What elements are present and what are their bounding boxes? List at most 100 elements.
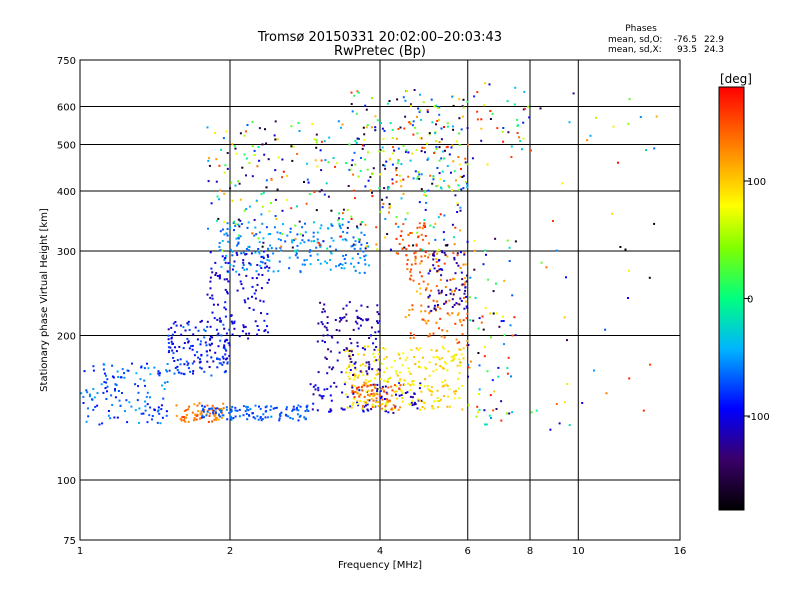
data-point <box>343 257 346 260</box>
data-point <box>219 230 222 233</box>
data-point <box>500 419 503 422</box>
data-point <box>211 311 214 314</box>
data-point <box>313 240 316 243</box>
data-point <box>653 222 656 225</box>
data-point <box>224 353 227 356</box>
data-point <box>126 369 129 372</box>
data-point <box>220 265 223 268</box>
data-point <box>502 320 505 322</box>
data-point <box>355 112 358 115</box>
data-point <box>256 415 259 418</box>
data-point <box>450 146 453 149</box>
data-point <box>408 370 411 373</box>
colorbar-tick-label: -100 <box>747 412 770 423</box>
data-point <box>404 150 407 153</box>
data-point <box>167 338 170 341</box>
data-point <box>111 364 114 367</box>
data-point <box>320 395 323 398</box>
data-point <box>255 233 258 236</box>
data-point <box>411 404 414 407</box>
data-point <box>420 399 423 402</box>
data-point <box>434 132 437 135</box>
data-point <box>187 367 190 370</box>
data-point <box>321 397 324 400</box>
data-point <box>312 385 315 388</box>
data-point <box>476 118 479 121</box>
data-point <box>406 268 409 270</box>
data-point <box>394 360 396 362</box>
data-point <box>371 195 374 198</box>
data-point <box>247 221 250 224</box>
data-point <box>409 395 412 398</box>
data-point <box>354 391 357 393</box>
data-point <box>281 209 284 212</box>
data-point <box>397 408 400 411</box>
data-point <box>211 342 213 345</box>
data-point <box>216 275 219 277</box>
data-point <box>215 180 218 183</box>
data-point <box>222 414 225 417</box>
data-point <box>243 209 246 212</box>
data-point <box>437 289 440 292</box>
data-point <box>605 392 608 395</box>
data-point <box>395 174 398 176</box>
data-point <box>396 397 398 400</box>
data-point <box>399 406 402 409</box>
data-point <box>391 182 394 185</box>
data-point <box>350 103 353 105</box>
data-point <box>452 236 455 239</box>
data-point <box>218 275 221 278</box>
data-point <box>466 127 469 130</box>
data-point <box>227 262 230 265</box>
data-point <box>458 144 461 147</box>
data-point <box>438 141 441 143</box>
data-point <box>383 358 386 360</box>
data-point <box>370 389 373 392</box>
data-point <box>252 416 255 419</box>
data-point <box>440 291 443 294</box>
data-point <box>429 224 432 227</box>
data-point <box>363 133 366 136</box>
data-point <box>180 333 183 336</box>
data-point <box>353 247 356 250</box>
data-point <box>175 324 178 327</box>
data-point <box>178 345 181 348</box>
data-point <box>226 222 229 225</box>
data-point <box>356 376 359 379</box>
data-point <box>519 140 522 142</box>
data-point <box>513 103 516 106</box>
data-point <box>387 378 390 380</box>
data-point <box>433 254 436 257</box>
data-point <box>350 406 353 409</box>
data-point <box>226 270 229 273</box>
data-point <box>192 333 195 336</box>
data-point <box>430 386 433 389</box>
data-point <box>330 252 333 255</box>
data-point <box>254 417 257 420</box>
data-point <box>341 223 344 226</box>
data-point <box>376 388 379 390</box>
data-point <box>276 138 279 141</box>
data-point <box>361 363 364 366</box>
data-point <box>417 107 420 110</box>
data-point <box>435 148 438 150</box>
data-point <box>414 257 417 260</box>
data-point <box>217 345 220 348</box>
data-point <box>341 123 344 126</box>
data-point <box>380 395 383 398</box>
data-point <box>461 385 464 387</box>
data-point <box>535 409 538 412</box>
data-point <box>140 366 143 369</box>
data-point <box>387 380 389 383</box>
data-point <box>217 332 220 335</box>
data-point <box>414 363 417 366</box>
data-point <box>194 413 197 416</box>
data-point <box>372 399 375 402</box>
data-point <box>444 361 446 364</box>
data-point <box>338 320 341 323</box>
data-point <box>424 378 427 381</box>
data-point <box>204 330 207 332</box>
data-point <box>446 165 449 167</box>
data-point <box>317 259 319 261</box>
